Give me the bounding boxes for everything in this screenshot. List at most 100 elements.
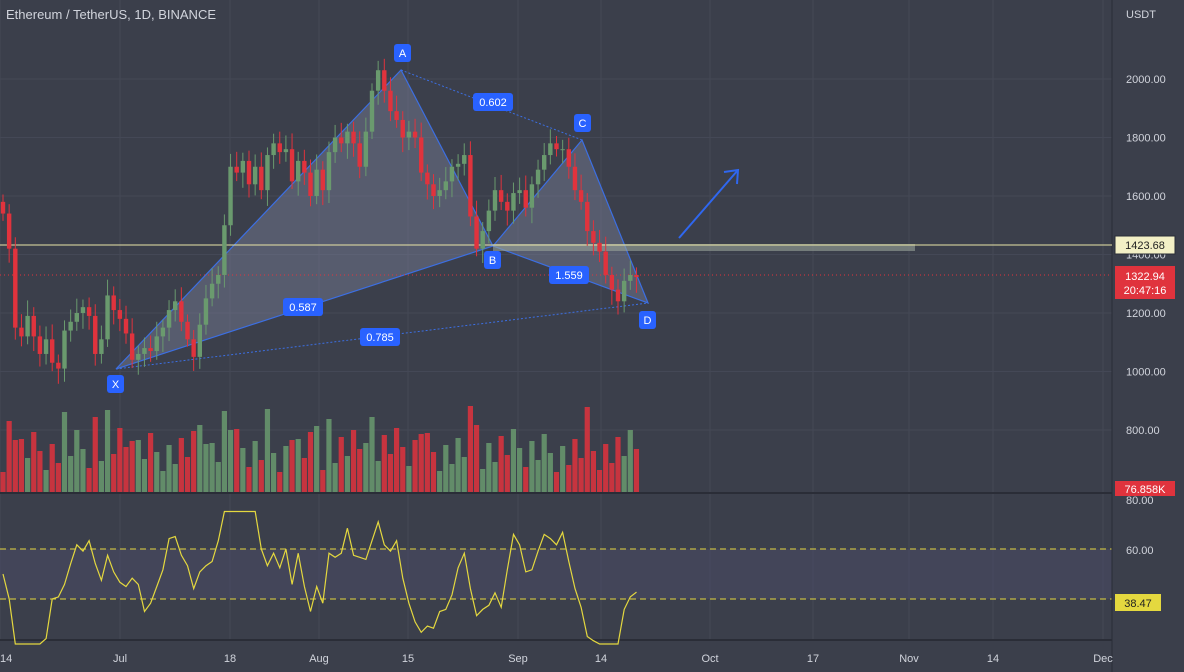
volume-bar <box>603 444 608 492</box>
candle-body <box>314 170 318 196</box>
price-label: 1600.00 <box>1126 191 1166 203</box>
pattern-xab-triangle[interactable] <box>116 70 493 369</box>
volume-bar <box>376 461 381 492</box>
volume-bar <box>289 440 294 492</box>
volume-bar <box>203 444 208 492</box>
candle-body <box>597 243 601 252</box>
volume-bar <box>185 457 190 492</box>
time-axis[interactable]: 14 Jul 18 Aug 15 Sep 14 Oct 17 Nov 14 Dec <box>0 653 1113 665</box>
volume-bar <box>400 447 405 492</box>
volume-bar <box>351 430 356 492</box>
candle-body <box>321 170 325 190</box>
symbol-title[interactable]: Ethereum / TetherUS, 1D, BINANCE <box>6 7 216 22</box>
pattern-label-x[interactable]: X <box>107 375 124 393</box>
pattern-label-d[interactable]: D <box>639 311 656 329</box>
volume-bar <box>166 445 171 492</box>
candle-body <box>247 161 251 184</box>
candle-body <box>591 231 595 243</box>
candle-body <box>604 252 608 275</box>
svg-text:A: A <box>399 48 407 60</box>
svg-text:B: B <box>489 255 496 267</box>
volume-bar <box>425 433 430 492</box>
pattern-label-a[interactable]: A <box>394 44 411 62</box>
candle-body <box>216 275 220 284</box>
volume-bar <box>609 463 614 492</box>
ratio-label-xb[interactable]: 0.587 <box>283 298 323 316</box>
volume-bar <box>474 425 479 492</box>
volume-bar <box>382 435 387 492</box>
candle-body <box>296 161 300 181</box>
candle-body <box>585 202 589 231</box>
volume-bar <box>111 454 116 492</box>
candle-body <box>13 249 17 328</box>
volume-bar <box>93 417 98 492</box>
time-label: 14 <box>595 653 607 665</box>
candle-body <box>339 138 343 144</box>
time-label: 18 <box>224 653 236 665</box>
volume-bar <box>19 439 24 492</box>
volume-bar <box>548 453 553 492</box>
candle-body <box>431 184 435 196</box>
candle-body <box>191 339 195 357</box>
volume-bar <box>468 406 473 492</box>
rsi-value-marker: 38.47 <box>1115 594 1161 611</box>
candle-body <box>99 339 103 354</box>
candle-body <box>579 190 583 202</box>
candle-body <box>124 319 128 334</box>
volume-bar <box>431 452 436 492</box>
price-label: 1200.00 <box>1126 308 1166 320</box>
pattern-label-b[interactable]: B <box>484 251 501 269</box>
candle-body <box>542 155 546 170</box>
volume-bar <box>622 456 627 492</box>
candle-body <box>493 190 497 210</box>
volume-bar <box>486 443 491 492</box>
candle-body <box>38 336 42 354</box>
volume-bar <box>173 464 178 492</box>
svg-text:1.559: 1.559 <box>555 270 583 282</box>
svg-text:20:47:16: 20:47:16 <box>1124 285 1167 297</box>
volume-bar <box>154 452 159 492</box>
volume-bar <box>99 461 104 492</box>
volume-bar <box>50 444 55 492</box>
price-label: 1800.00 <box>1126 133 1166 145</box>
candle-body <box>228 167 232 226</box>
pattern-label-c[interactable]: C <box>574 114 591 132</box>
candle-body <box>105 295 109 339</box>
volume-bar <box>105 410 110 492</box>
volume-bar <box>136 440 141 492</box>
svg-text:D: D <box>644 315 652 327</box>
projection-arrow[interactable] <box>679 170 738 238</box>
volume-bar <box>597 470 602 492</box>
volume-bar <box>437 471 442 492</box>
volume-bar <box>87 468 92 492</box>
volume-bar <box>320 470 325 492</box>
candle-body <box>81 307 85 313</box>
svg-text:38.47: 38.47 <box>1124 598 1152 610</box>
candle-body <box>351 132 355 144</box>
candle-body <box>185 322 189 340</box>
price-axis[interactable]: 2000.001800.001600.001400.001200.001000.… <box>1126 74 1166 437</box>
volume-bar <box>216 462 221 492</box>
candle-body <box>44 339 48 354</box>
volume-bar <box>456 438 461 492</box>
candle-body <box>75 313 79 322</box>
candle-body <box>437 190 441 196</box>
ratio-label-ac[interactable]: 0.602 <box>473 93 513 111</box>
volume-bar <box>628 430 633 492</box>
svg-text:0.602: 0.602 <box>479 97 507 109</box>
candle-body <box>173 301 177 310</box>
candle-body <box>474 216 478 248</box>
volume-bar <box>191 431 196 492</box>
ratio-label-bd[interactable]: 1.559 <box>549 266 589 284</box>
volume-bar <box>542 434 547 492</box>
volume-bar <box>25 458 30 492</box>
volume-bar <box>529 441 534 492</box>
candle-body <box>271 143 275 155</box>
ratio-label-xd[interactable]: 0.785 <box>360 328 400 346</box>
volume-bar <box>0 472 5 492</box>
candle-body <box>622 281 626 301</box>
volume-bar <box>130 441 135 492</box>
candle-body <box>573 167 577 190</box>
candle-body <box>210 284 214 299</box>
